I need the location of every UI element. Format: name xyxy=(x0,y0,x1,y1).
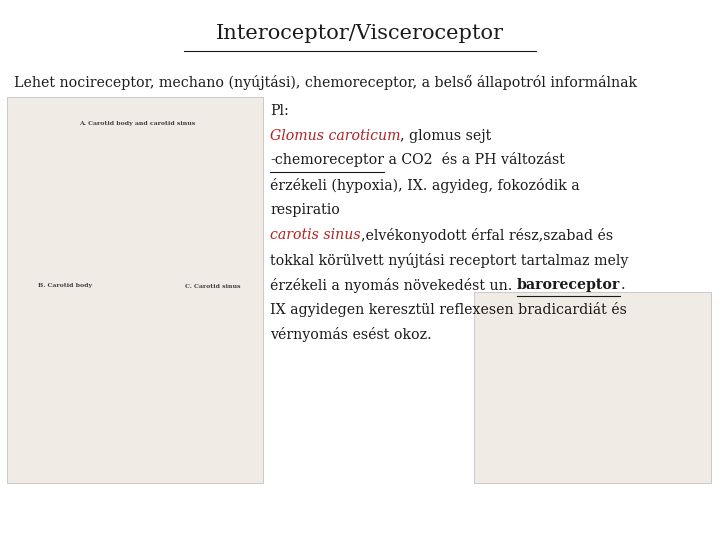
Text: tokkal körülvett nyújtási receptort tartalmaz mely: tokkal körülvett nyújtási receptort tart… xyxy=(270,253,629,268)
Text: carotis sinus: carotis sinus xyxy=(270,228,361,242)
Text: vérnyomás esést okoz.: vérnyomás esést okoz. xyxy=(270,327,432,342)
Text: respiratio: respiratio xyxy=(270,203,340,217)
Text: -chemoreceptor: -chemoreceptor xyxy=(270,153,384,167)
Text: baroreceptor: baroreceptor xyxy=(517,278,620,292)
Text: a CO2  és a PH változást: a CO2 és a PH változást xyxy=(384,153,565,167)
Text: .: . xyxy=(620,278,625,292)
Text: Interoceptor/Visceroceptor: Interoceptor/Visceroceptor xyxy=(216,24,504,43)
Text: IX agyidegen keresztül reflexesen bradicardiát és: IX agyidegen keresztül reflexesen bradic… xyxy=(270,302,627,318)
Text: A. Carotid body and carotid sinus: A. Carotid body and carotid sinus xyxy=(78,122,195,126)
Text: Lehet nocireceptor, mechano (nyújtási), chemoreceptor, a belső állapotról inform: Lehet nocireceptor, mechano (nyújtási), … xyxy=(14,75,637,90)
Text: B. Carotid body: B. Carotid body xyxy=(37,284,92,288)
Text: Glomus caroticum: Glomus caroticum xyxy=(270,129,400,143)
Text: érzékeli a nyomás növekedést un.: érzékeli a nyomás növekedést un. xyxy=(270,278,517,293)
Text: ,elvékonyodott érfal rész,szabad és: ,elvékonyodott érfal rész,szabad és xyxy=(361,228,613,243)
Text: érzékeli (hypoxia), IX. agyideg, fokozódik a: érzékeli (hypoxia), IX. agyideg, fokozód… xyxy=(270,178,580,193)
FancyBboxPatch shape xyxy=(7,97,263,483)
Text: C. Carotid sinus: C. Carotid sinus xyxy=(184,284,240,288)
Text: Pl:: Pl: xyxy=(270,104,289,118)
FancyBboxPatch shape xyxy=(474,292,711,483)
Text: , glomus sejt: , glomus sejt xyxy=(400,129,492,143)
